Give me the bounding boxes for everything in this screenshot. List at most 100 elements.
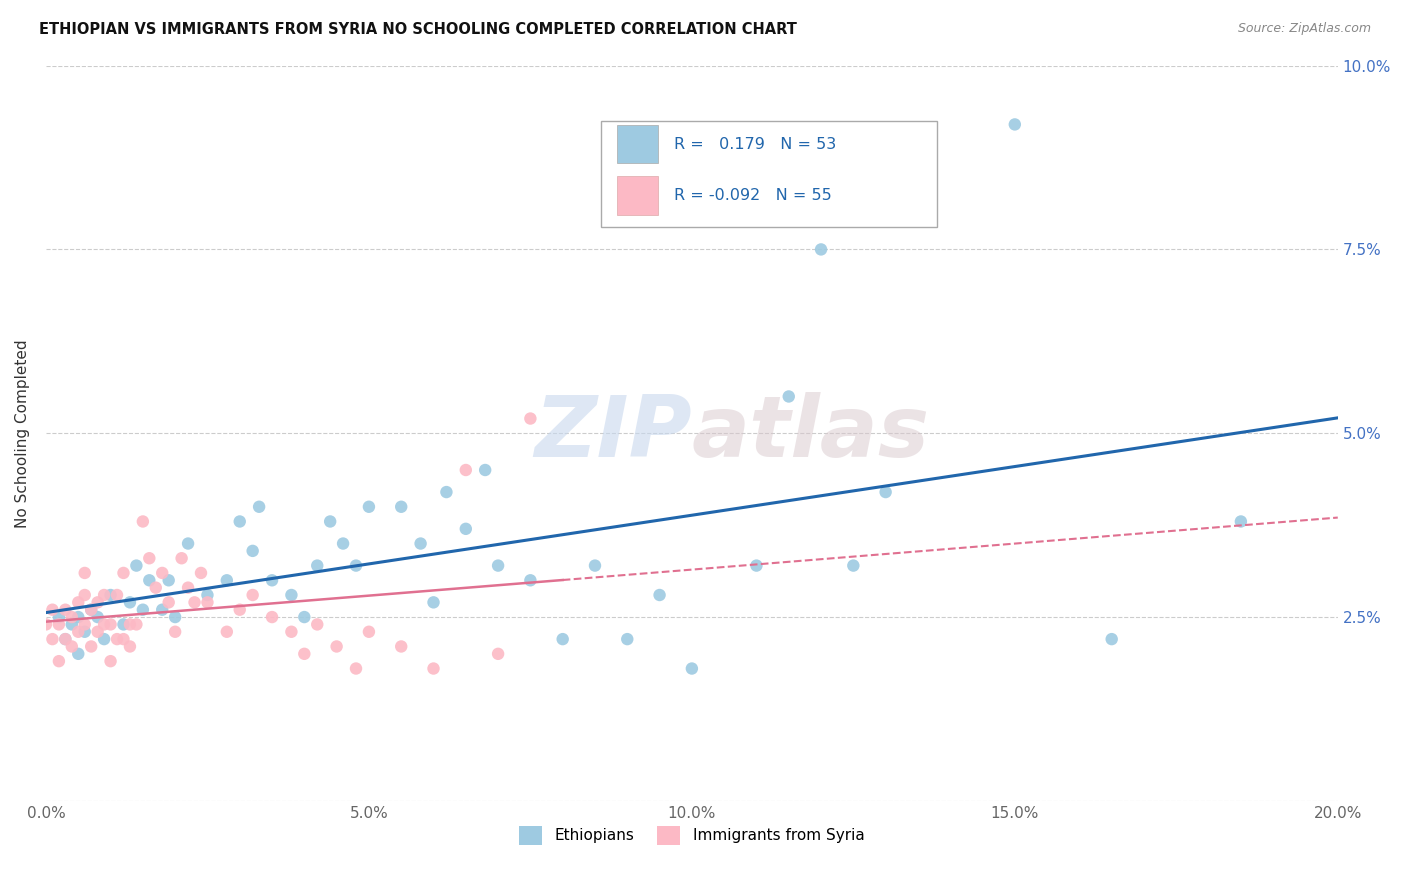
Point [409,536,432,550]
Point [100,588,122,602]
Point [307,617,329,632]
Point [1004,117,1026,131]
Point [177,581,200,595]
Point [247,500,270,514]
Text: R = -0.092   N = 55: R = -0.092 N = 55 [673,188,831,203]
Point [454,522,477,536]
Point [177,536,200,550]
Point [1230,515,1253,529]
Point [93,617,115,632]
Point [73,617,96,632]
Point [118,617,141,632]
Point [551,632,574,647]
Point [875,485,897,500]
Point [778,389,800,403]
Point [93,632,115,647]
Point [132,603,155,617]
Point [125,558,148,573]
FancyBboxPatch shape [602,120,938,227]
Point [157,595,180,609]
Point [229,603,252,617]
Point [80,603,103,617]
Point [118,595,141,609]
Point [260,574,283,588]
Point [53,632,76,647]
Point [319,515,342,529]
Point [48,654,70,668]
Point [197,595,219,609]
Point [157,574,180,588]
Y-axis label: No Schooling Completed: No Schooling Completed [15,339,30,527]
Point [389,640,412,654]
Point [41,632,63,647]
Point [389,500,412,514]
Point [48,617,70,632]
Point [138,551,160,566]
Point [73,624,96,639]
Point [150,603,173,617]
Point [60,610,83,624]
Point [357,624,380,639]
Point [86,624,108,639]
Point [80,640,103,654]
Point [105,588,128,602]
Point [112,632,135,647]
Point [86,610,108,624]
Point [260,610,283,624]
FancyBboxPatch shape [617,125,658,163]
Point [344,558,367,573]
Point [105,632,128,647]
Point [197,588,219,602]
Point [73,566,96,580]
Point [93,588,115,602]
Point [280,588,302,602]
Point [474,463,496,477]
Point [60,617,83,632]
Point [170,551,193,566]
Point [150,566,173,580]
Point [357,500,380,514]
Point [165,624,187,639]
Point [745,558,768,573]
Point [86,595,108,609]
Point [53,632,76,647]
Point [67,647,90,661]
Point [35,617,58,632]
Legend: Ethiopians, Immigrants from Syria: Ethiopians, Immigrants from Syria [519,826,865,845]
Point [616,632,638,647]
Point [280,624,302,639]
Point [454,463,477,477]
Point [681,661,703,675]
Point [344,661,367,675]
Point [332,536,354,550]
FancyBboxPatch shape [617,177,658,215]
Point [436,485,458,500]
Point [53,603,76,617]
Point [67,595,90,609]
Point [41,603,63,617]
Point [307,558,329,573]
Point [519,411,541,425]
Point [519,574,541,588]
Point [215,574,238,588]
Point [583,558,606,573]
Point [215,624,238,639]
Point [60,640,83,654]
Point [486,647,509,661]
Text: R =   0.179   N = 53: R = 0.179 N = 53 [673,136,837,152]
Point [810,243,832,257]
Point [80,603,103,617]
Point [242,544,264,558]
Text: Source: ZipAtlas.com: Source: ZipAtlas.com [1237,22,1371,36]
Point [422,661,444,675]
Point [292,610,315,624]
Point [325,640,347,654]
Text: atlas: atlas [692,392,929,475]
Point [138,574,160,588]
Point [100,654,122,668]
Point [67,624,90,639]
Text: ZIP: ZIP [534,392,692,475]
Point [67,610,90,624]
Point [190,566,212,580]
Point [48,610,70,624]
